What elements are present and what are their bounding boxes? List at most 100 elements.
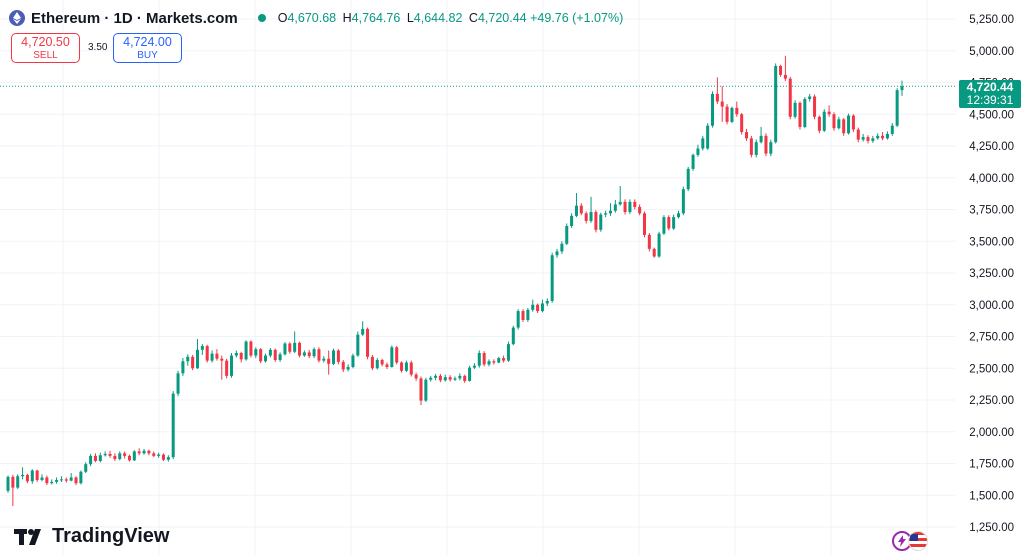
candle-body — [404, 362, 408, 371]
candle — [871, 135, 875, 143]
candle — [570, 213, 574, 228]
tradingview-logo[interactable]: TradingView — [14, 525, 169, 548]
candle — [312, 347, 316, 359]
candle-body — [448, 377, 452, 380]
candle — [332, 348, 336, 366]
candle — [706, 123, 710, 150]
candle — [79, 470, 83, 485]
candle — [166, 455, 170, 462]
candle — [506, 341, 510, 362]
candle-body — [584, 213, 588, 221]
price-tick-label: 4,500.00 — [969, 109, 1014, 121]
candle-body — [229, 355, 234, 376]
candle — [152, 451, 156, 458]
buy-price: 4,724.00 — [123, 35, 172, 49]
candle — [487, 359, 491, 367]
candle — [234, 350, 238, 358]
candle-body — [837, 119, 841, 129]
candle — [715, 77, 719, 105]
candle — [434, 373, 438, 381]
candle — [249, 340, 253, 358]
candle — [176, 370, 180, 397]
candle-body — [69, 477, 73, 481]
candle-body — [662, 217, 666, 234]
candle-body — [103, 453, 107, 456]
candle-body — [79, 471, 83, 484]
candle-body — [890, 125, 894, 134]
candle — [210, 350, 214, 363]
indicator-badges[interactable] — [892, 531, 928, 551]
buy-button[interactable]: 4,724.00 BUY — [113, 33, 182, 63]
candle-body — [706, 125, 710, 149]
candle-body — [881, 135, 885, 139]
candle — [642, 211, 646, 238]
symbol-title[interactable]: Ethereum · 1D · Markets.com — [31, 9, 238, 27]
candle-body — [414, 374, 418, 379]
candle — [696, 144, 700, 157]
candle-body — [511, 327, 515, 345]
candle — [366, 327, 370, 360]
candle-body — [186, 356, 190, 362]
candle-body — [322, 358, 326, 361]
candle — [647, 232, 651, 252]
candle-body — [98, 455, 102, 461]
candle — [108, 450, 112, 458]
candle-body — [871, 138, 875, 141]
candle-body — [249, 341, 253, 356]
sell-button[interactable]: 4,720.50 SELL — [11, 33, 80, 63]
candle — [885, 131, 889, 140]
candle — [336, 349, 340, 365]
candle-body — [851, 115, 855, 130]
candle — [127, 454, 131, 462]
candle-body — [161, 454, 165, 460]
candle — [307, 349, 311, 359]
candle-body — [769, 142, 773, 154]
candle-body — [93, 455, 97, 461]
open-value: 4,670.68 — [287, 11, 337, 25]
candle-body — [827, 111, 831, 115]
candle — [400, 361, 404, 373]
candle-body — [676, 213, 681, 218]
candle-body — [618, 201, 622, 205]
candle-body — [477, 353, 481, 366]
candle — [55, 477, 59, 484]
candle-body — [463, 375, 467, 381]
candle-body — [594, 212, 598, 230]
candle — [749, 135, 753, 158]
candle — [341, 359, 345, 373]
candle-body — [181, 361, 185, 374]
candle — [759, 126, 763, 144]
price-tick-label: 3,750.00 — [969, 205, 1014, 217]
candle — [526, 307, 530, 322]
candle-body — [749, 138, 753, 155]
price-tick-label: 1,500.00 — [969, 490, 1014, 502]
candle-body — [895, 90, 899, 126]
candle — [769, 139, 773, 157]
candle-body — [876, 135, 880, 139]
candle — [302, 350, 306, 357]
candle — [50, 479, 54, 485]
candle-body — [366, 328, 370, 357]
candle-body — [108, 453, 112, 456]
candle-body — [278, 354, 282, 360]
candle-body — [506, 344, 510, 361]
candle — [516, 309, 520, 330]
candle — [851, 114, 855, 133]
candle — [866, 135, 870, 144]
candle-body — [647, 234, 651, 249]
candle — [191, 354, 195, 371]
candle-body — [327, 358, 331, 364]
candle — [419, 376, 423, 406]
candle — [774, 63, 778, 144]
candle-body — [657, 233, 661, 257]
price-tick-label: 5,250.00 — [969, 14, 1014, 26]
candle — [244, 340, 248, 361]
price-tick-label: 3,000.00 — [969, 300, 1014, 312]
candle — [730, 106, 734, 124]
price-tick-label: 4,250.00 — [969, 141, 1014, 153]
last-price-tag: 4,720.44 12:39:31 — [959, 80, 1021, 108]
lightning-icon[interactable] — [892, 531, 912, 551]
candle — [414, 372, 418, 381]
us-flag-icon[interactable] — [908, 531, 928, 551]
